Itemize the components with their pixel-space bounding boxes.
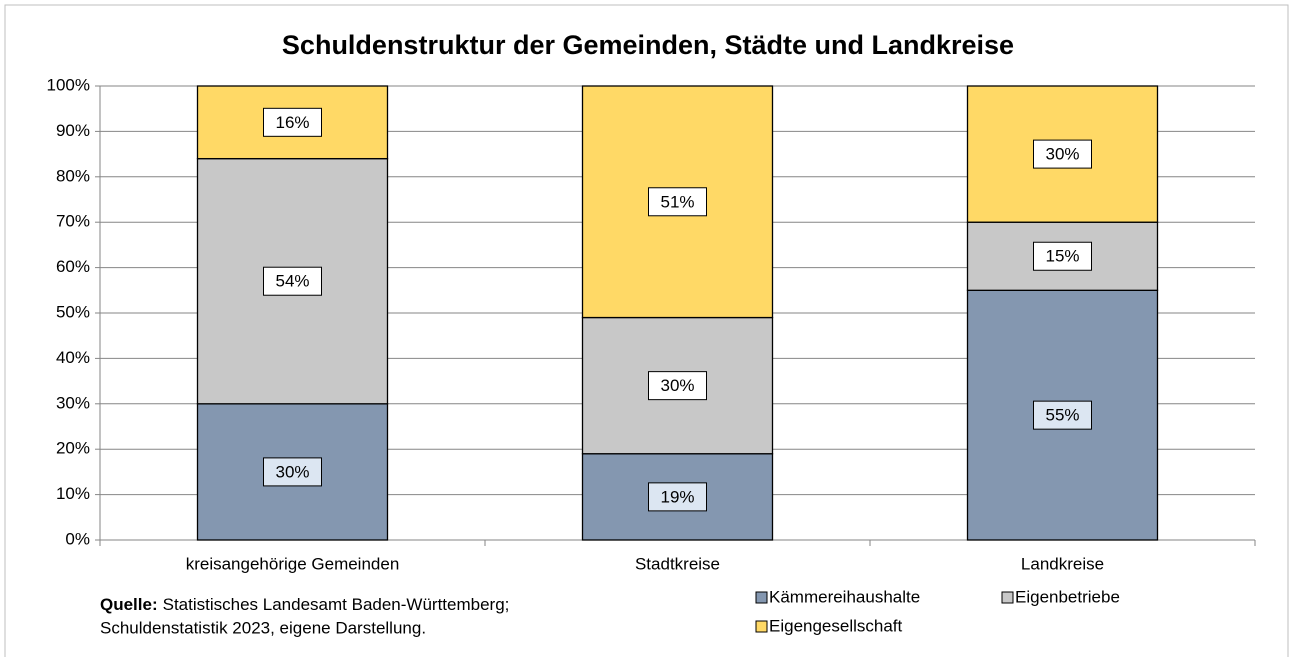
data-label-box — [648, 371, 707, 401]
source-line: Statistisches Landesamt Baden-Württember… — [163, 595, 510, 614]
legend-label: Eigengesellschaft — [769, 616, 903, 635]
legend-label: Eigenbetriebe — [1015, 587, 1120, 606]
data-label-box — [648, 482, 707, 512]
y-tick-label: 80% — [56, 166, 90, 185]
legend-swatch — [1001, 591, 1014, 604]
y-tick-label: 40% — [56, 348, 90, 367]
chart-title: Schuldenstruktur der Gemeinden, Städte u… — [282, 30, 1014, 60]
legend-swatch — [755, 591, 768, 604]
x-tick-label: Stadtkreise — [635, 554, 720, 573]
data-label-box — [1033, 400, 1092, 430]
data-label: 16% — [275, 113, 309, 132]
y-tick-label: 100% — [47, 75, 90, 94]
data-label: 30% — [275, 462, 309, 481]
y-tick-label: 90% — [56, 121, 90, 140]
data-label: 30% — [1045, 145, 1079, 164]
y-tick-label: 50% — [56, 302, 90, 321]
data-label-box — [648, 187, 707, 217]
source-line: Schuldenstatistik 2023, eigene Darstellu… — [100, 618, 426, 637]
y-tick-label: 0% — [65, 529, 90, 548]
data-label-box — [263, 107, 322, 137]
legend-swatch — [755, 620, 768, 633]
data-label: 54% — [275, 272, 309, 291]
data-label-box — [263, 457, 322, 487]
y-tick-label: 30% — [56, 393, 90, 412]
y-tick-label: 20% — [56, 439, 90, 458]
y-tick-label: 70% — [56, 212, 90, 231]
y-tick-label: 60% — [56, 257, 90, 276]
data-label-box — [1033, 241, 1092, 271]
legend-label: Kämmereihaushalte — [769, 587, 920, 606]
data-label: 15% — [1045, 247, 1079, 266]
y-tick-label: 10% — [56, 484, 90, 503]
data-label-box — [1033, 139, 1092, 169]
x-tick-label: Landkreise — [1021, 554, 1104, 573]
source-note: Quelle: Statistisches Landesamt Baden-Wür… — [100, 595, 509, 614]
data-label: 30% — [660, 376, 694, 395]
source-label: Quelle: — [100, 595, 158, 614]
data-label-box — [263, 266, 322, 296]
data-label: 19% — [660, 487, 694, 506]
x-tick-label: kreisangehörige Gemeinden — [186, 554, 400, 573]
data-label: 51% — [660, 192, 694, 211]
data-label: 55% — [1045, 406, 1079, 425]
